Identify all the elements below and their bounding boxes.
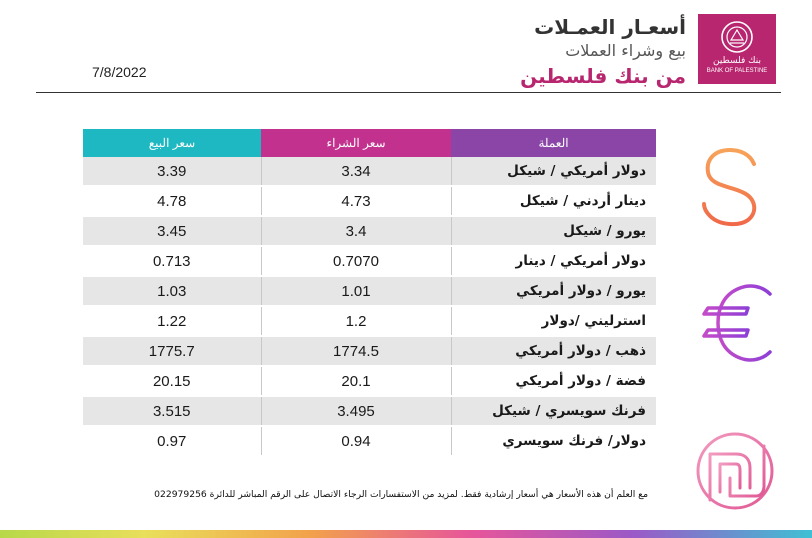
sell-price-cell: 0.713 bbox=[83, 246, 262, 277]
sell-price-cell: 3.515 bbox=[83, 396, 262, 427]
seal-icon bbox=[721, 21, 753, 53]
currency-pair-cell: يورو / دولار أمريكي bbox=[451, 276, 656, 307]
sell-price-cell: 20.15 bbox=[83, 366, 262, 397]
currency-pair-cell: ذهب / دولار أمريكي bbox=[451, 336, 656, 367]
decorative-color-bar bbox=[0, 530, 812, 538]
sell-price-header: سعر البيع bbox=[83, 129, 261, 157]
buy-price-cell: 3.495 bbox=[261, 396, 452, 427]
sell-price-cell: 3.39 bbox=[83, 157, 262, 187]
table-row: 1775.7 1774.5 ذهب / دولار أمريكي bbox=[83, 336, 656, 367]
bank-logo: بنك فلسطين BANK OF PALESTINE bbox=[698, 14, 776, 84]
exchange-rates-table: سعر البيع سعر الشراء العملة 3.39 3.34 دولا… bbox=[83, 129, 656, 457]
table-row: 3.515 3.495 فرنك سويسري / شيكل bbox=[83, 396, 656, 427]
disclaimer-note: مع العلم أن هذه الأسعار هي أسعار إرشادية… bbox=[154, 489, 648, 500]
dollar-icon bbox=[702, 130, 757, 246]
bank-name: من بنك فلسطين bbox=[520, 64, 686, 88]
date-label: 7/8/2022 bbox=[92, 64, 147, 80]
title-block: أسعـار العمـلات بيع وشراء العملات من بنك… bbox=[520, 14, 686, 90]
table-row: 3.45 3.4 يورو / شيكل bbox=[83, 216, 656, 247]
currency-pair-cell: استرليني /دولار bbox=[451, 306, 656, 337]
table-row: 1.03 1.01 يورو / دولار أمريكي bbox=[83, 276, 656, 307]
sell-price-cell: 1.22 bbox=[83, 306, 262, 337]
buy-price-cell: 20.1 bbox=[261, 366, 452, 397]
sell-price-cell: 0.97 bbox=[83, 426, 262, 457]
shekel-icon bbox=[696, 432, 774, 510]
buy-price-cell: 3.34 bbox=[261, 157, 452, 187]
buy-price-cell: 0.94 bbox=[261, 426, 452, 457]
buy-price-cell: 1.2 bbox=[261, 306, 452, 337]
page-subtitle: بيع وشراء العملات bbox=[565, 41, 686, 60]
table-row: 20.15 20.1 فضة / دولار أمريكي bbox=[83, 366, 656, 397]
currency-pair-cell: فرنك سويسري / شيكل bbox=[451, 396, 656, 427]
table-row: 0.97 0.94 دولار/ فرنك سويسري bbox=[83, 426, 656, 457]
table-row: 1.22 1.2 استرليني /دولار bbox=[83, 306, 656, 337]
currency-header: العملة bbox=[451, 129, 656, 157]
currency-pair-cell: دولار أمريكي / دينار bbox=[451, 246, 656, 277]
table-row: 0.713 0.7070 دولار أمريكي / دينار bbox=[83, 246, 656, 277]
table-row: 4.78 4.73 دينار أردني / شيكل bbox=[83, 186, 656, 217]
logo-text-ar: بنك فلسطين bbox=[713, 56, 761, 66]
buy-price-cell: 0.7070 bbox=[261, 246, 452, 277]
logo-text-en: BANK OF PALESTINE bbox=[706, 68, 768, 74]
page-header: 7/8/2022 أسعـار العمـلات بيع وشراء العمل… bbox=[0, 0, 812, 92]
sell-price-cell: 4.78 bbox=[83, 186, 262, 217]
euro-icon bbox=[702, 284, 772, 362]
currency-pair-cell: فضة / دولار أمريكي bbox=[451, 366, 656, 397]
currency-pair-cell: يورو / شيكل bbox=[451, 216, 656, 247]
buy-price-cell: 3.4 bbox=[261, 216, 452, 247]
currency-pair-cell: دولار/ فرنك سويسري bbox=[451, 426, 656, 457]
table-header-row: سعر البيع سعر الشراء العملة bbox=[83, 129, 656, 157]
buy-price-cell: 4.73 bbox=[261, 186, 452, 217]
sell-price-cell: 1.03 bbox=[83, 276, 262, 307]
buy-price-header: سعر الشراء bbox=[261, 129, 451, 157]
page-title: أسعـار العمـلات bbox=[534, 15, 686, 39]
buy-price-cell: 1774.5 bbox=[261, 336, 452, 367]
buy-price-cell: 1.01 bbox=[261, 276, 452, 307]
sell-price-cell: 3.45 bbox=[83, 216, 262, 247]
header-divider bbox=[36, 92, 781, 93]
table-row: 3.39 3.34 دولار أمريكي / شيكل bbox=[83, 157, 656, 187]
currency-pair-cell: دولار أمريكي / شيكل bbox=[451, 157, 656, 187]
currency-pair-cell: دينار أردني / شيكل bbox=[451, 186, 656, 217]
sell-price-cell: 1775.7 bbox=[83, 336, 262, 367]
